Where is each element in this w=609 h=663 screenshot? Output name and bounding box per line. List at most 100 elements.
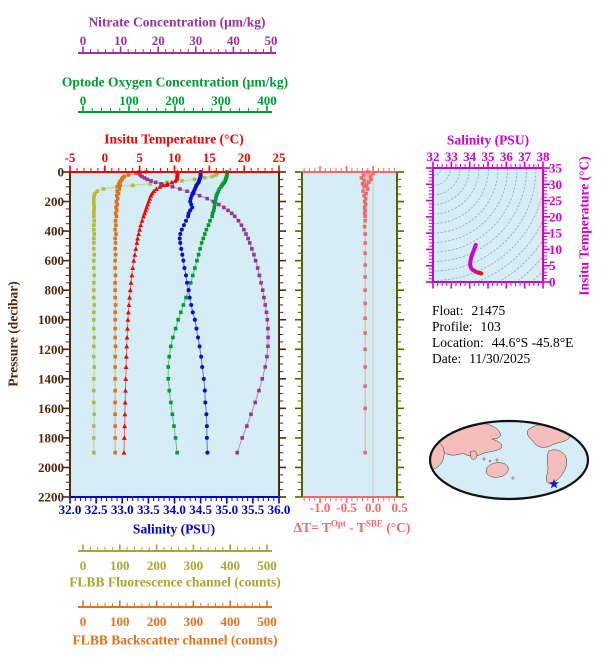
pressure-tick-label: 1000	[38, 312, 64, 327]
ts-temperature-tick-label: 5	[549, 258, 556, 273]
date-value: 11/30/2025	[469, 351, 531, 366]
temperature-tick-label: 25	[273, 150, 287, 165]
ts-salinity-tick-label: 37	[518, 149, 532, 164]
tick-labels: 0 10 20 30 40 500 100 200 300 400-5 0 5 10 15 20 2532.0…	[38, 33, 563, 629]
backscatter-tick-label: 100	[110, 614, 130, 629]
oxygen-tick-label: 200	[165, 93, 185, 108]
profile-number-row: Profile: 103	[432, 319, 573, 335]
pressure-tick-label: 2200	[38, 490, 64, 505]
temperature-tick-label: 0	[102, 150, 109, 165]
temperature-tick-label: -5	[65, 150, 76, 165]
temperature-axis-title: Insitu Temperature (°C)	[104, 131, 244, 147]
ts-profile-curve	[468, 242, 484, 276]
plot-backgrounds	[70, 168, 543, 497]
delta-title-sup-sbe: SBE	[365, 518, 383, 529]
ts-temperature-tick-label: 35	[549, 161, 563, 176]
world-map	[428, 419, 590, 501]
series-insitu-temperature	[121, 169, 180, 455]
ts-temperature-axis-title: Insitu Temperature (°C)	[576, 156, 592, 296]
delta-tick-label: 0.0	[365, 500, 381, 515]
delta-tick-label: -1.0	[310, 500, 331, 515]
nitrate-tick-label: 20	[152, 33, 165, 48]
ts-temperature-tick-label: 20	[549, 209, 562, 224]
nitrate-tick-label: 40	[227, 33, 240, 48]
temperature-tick-label: 15	[203, 150, 217, 165]
date-label: Date:	[432, 351, 462, 366]
location-label: Location:	[432, 335, 484, 350]
backscatter-tick-label: 400	[220, 614, 240, 629]
location-row: Location: 44.6°S -45.8°E	[432, 335, 573, 351]
plot-frames	[63, 161, 550, 504]
salinity-tick-label: 34.0	[163, 502, 186, 517]
pressure-tick-label: 600	[45, 253, 65, 268]
nitrate-axis-title: Nitrate Concentration (μm/kg)	[88, 14, 266, 30]
ts-salinity-tick-label: 36	[500, 149, 514, 164]
pressure-tick-label: 1200	[38, 342, 64, 357]
pressure-tick-label: 1600	[38, 401, 64, 416]
fluorescence-axis-title: FLBB Fluorescence channel (counts)	[69, 574, 281, 590]
delta-t-series	[359, 170, 375, 497]
ts-temperature-tick-label: 30	[549, 177, 562, 192]
salinity-tick-label: 33.0	[111, 502, 134, 517]
oxygen-tick-label: 300	[211, 93, 231, 108]
ts-isopycnal-contours	[433, 168, 543, 282]
profile-number-label: Profile:	[432, 319, 473, 334]
ts-salinity-tick-label: 34	[463, 149, 477, 164]
date-row: Date: 11/30/2025	[432, 351, 573, 367]
float-id-label: Float:	[432, 303, 464, 318]
oxygen-tick-label: 400	[257, 93, 277, 108]
salinity-tick-label: 34.5	[189, 502, 212, 517]
ts-salinity-tick-label: 38	[537, 149, 551, 164]
backscatter-tick-label: 500	[257, 614, 277, 629]
delta-title-post: (°C)	[382, 520, 411, 535]
ts-temperature-tick-label: 0	[549, 275, 556, 290]
pressure-tick-label: 0	[58, 165, 65, 180]
oxygen-axis-title: Optode Oxygen Concentration (μm/kg)	[61, 74, 289, 90]
ts-salinity-tick-label: 32	[427, 149, 440, 164]
float-location-star-icon	[549, 478, 559, 489]
float-id-row: Float: 21475	[432, 303, 573, 319]
delta-tick-label: -0.5	[336, 500, 357, 515]
fluorescence-tick-label: 300	[184, 558, 204, 573]
pressure-tick-label: 2000	[38, 460, 64, 475]
fluorescence-tick-label: 400	[220, 558, 240, 573]
pressure-tick-label: 400	[45, 224, 65, 239]
salinity-tick-label: 35.0	[215, 502, 238, 517]
main-profile-series	[92, 169, 270, 455]
ts-temperature-tick-label: 15	[549, 226, 563, 241]
profile-number-value: 103	[480, 319, 501, 334]
salinity-tick-label: 32.0	[59, 502, 82, 517]
backscatter-axis-title: FLBB Backscatter channel (counts)	[72, 632, 278, 648]
ruler-axes	[78, 46, 276, 608]
backscatter-tick-label: 0	[80, 614, 87, 629]
delta-title-mid: - T	[345, 520, 366, 535]
delta-t-axis-title: ΔT= TOpt - TSBE (°C)	[293, 518, 411, 535]
series-flbb-backscatter-channel	[113, 170, 148, 455]
location-value: 44.6°S -45.8°E	[491, 335, 574, 350]
ts-salinity-axis-title: Salinity (PSU)	[446, 132, 530, 148]
pressure-tick-label: 1400	[38, 371, 64, 386]
backscatter-tick-label: 300	[184, 614, 204, 629]
pressure-axis-title: Pressure (decibar)	[5, 281, 21, 387]
oxygen-tick-label: 0	[80, 93, 87, 108]
salinity-tick-label: 35.5	[242, 502, 265, 517]
fluorescence-tick-label: 200	[147, 558, 167, 573]
temperature-tick-label: 10	[168, 150, 181, 165]
series-optode-oxygen-concentration	[166, 170, 230, 455]
delta-title-pre: ΔT= T	[293, 520, 331, 535]
nitrate-tick-label: 30	[189, 33, 202, 48]
delta-title-sup-opt: Opt	[330, 518, 346, 529]
salinity-tick-label: 36.0	[268, 502, 291, 517]
nitrate-tick-label: 10	[114, 33, 127, 48]
pressure-tick-label: 1800	[38, 430, 64, 445]
backscatter-tick-label: 200	[147, 614, 167, 629]
ts-temperature-tick-label: 10	[549, 242, 562, 257]
temperature-tick-label: 20	[238, 150, 251, 165]
oxygen-tick-label: 100	[119, 93, 139, 108]
nitrate-tick-label: 0	[80, 33, 87, 48]
fluorescence-tick-label: 100	[110, 558, 130, 573]
pressure-tick-label: 800	[45, 283, 65, 298]
nitrate-tick-label: 50	[265, 33, 278, 48]
